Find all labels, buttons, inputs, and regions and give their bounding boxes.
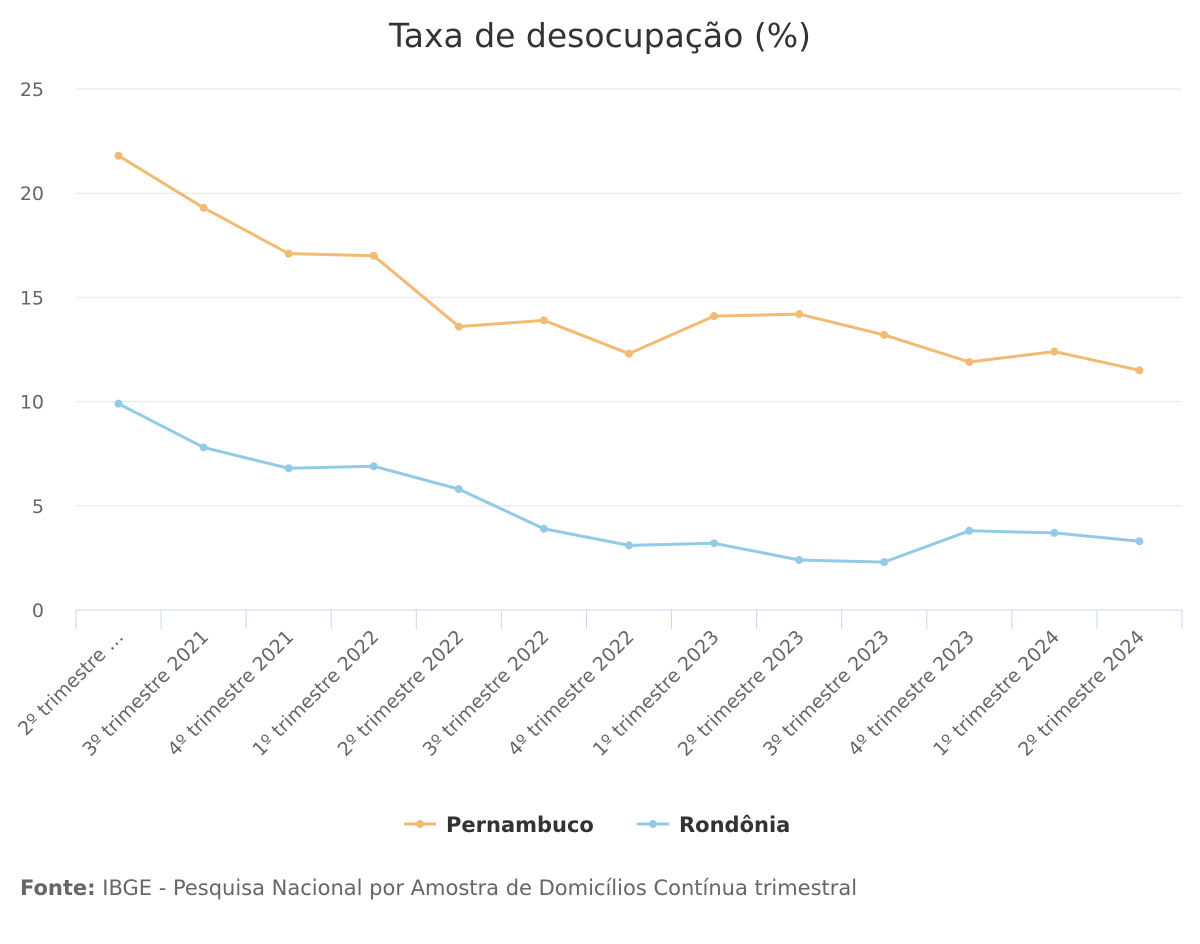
source-note: Fonte: IBGE - Pesquisa Nacional por Amos… [20, 876, 857, 900]
y-axis-ticks: 0 5 10 15 20 25 [20, 79, 44, 622]
legend-swatch-marker [649, 820, 657, 828]
data-point[interactable] [369, 251, 378, 260]
y-tick-label: 10 [20, 392, 44, 414]
data-point[interactable] [369, 462, 378, 471]
data-point[interactable] [965, 526, 974, 535]
data-point[interactable] [1050, 347, 1059, 356]
legend-label: Pernambuco [446, 813, 594, 837]
legend[interactable]: Pernambuco Rondônia [404, 813, 790, 837]
data-point[interactable] [1135, 537, 1144, 546]
data-point[interactable] [965, 358, 974, 367]
y-tick-label: 25 [20, 79, 44, 101]
data-point[interactable] [1135, 366, 1144, 375]
legend-item[interactable]: Pernambuco [404, 813, 594, 837]
data-point[interactable] [199, 443, 208, 452]
data-point[interactable] [284, 464, 293, 473]
grid-lines [76, 88, 1182, 507]
data-point[interactable] [625, 541, 633, 550]
series-pernambuco[interactable] [114, 151, 1144, 375]
data-point[interactable] [710, 312, 719, 321]
series-rond-nia[interactable] [114, 399, 1144, 567]
y-tick-label: 0 [32, 600, 44, 622]
data-point[interactable] [795, 310, 804, 319]
data-point[interactable] [880, 558, 889, 567]
data-point[interactable] [199, 203, 208, 212]
y-tick-label: 20 [20, 183, 44, 205]
data-point[interactable] [1050, 528, 1059, 537]
legend-label: Rondônia [679, 813, 790, 837]
chart-title: Taxa de desocupação (%) [388, 16, 811, 55]
series-line[interactable] [117, 154, 1141, 372]
source-label: Fonte: [20, 876, 96, 900]
data-point[interactable] [454, 322, 463, 331]
y-tick-label: 5 [32, 496, 44, 518]
line-chart: Taxa de desocupação (%) 0 5 10 15 20 25 2º tr… [14, 16, 1183, 837]
y-tick-label: 15 [20, 287, 44, 309]
series-lines [114, 151, 1144, 567]
data-point[interactable] [284, 249, 293, 258]
source-text: IBGE - Pesquisa Nacional por Amostra de … [102, 876, 858, 900]
data-point[interactable] [539, 316, 548, 325]
data-point[interactable] [114, 399, 123, 408]
data-point[interactable] [710, 539, 719, 548]
legend-swatch-marker [416, 820, 424, 828]
data-point[interactable] [880, 330, 889, 339]
legend-item[interactable]: Rondônia [637, 813, 790, 837]
data-point[interactable] [795, 555, 804, 564]
data-point[interactable] [454, 485, 463, 494]
data-point[interactable] [114, 151, 123, 160]
data-point[interactable] [625, 349, 633, 358]
data-point[interactable] [539, 524, 548, 533]
series-line[interactable] [117, 402, 1141, 564]
